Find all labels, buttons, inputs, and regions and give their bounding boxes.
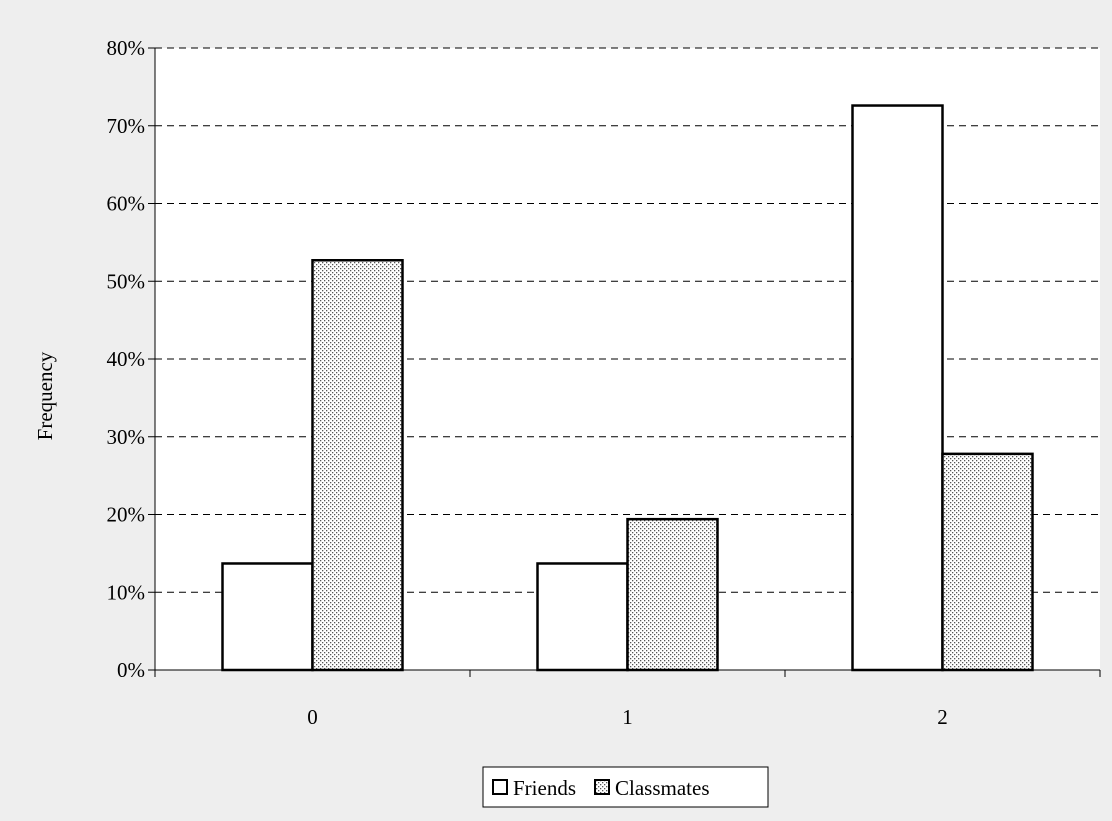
y-tick-label: 20% <box>107 503 146 527</box>
y-tick-label: 60% <box>107 192 146 216</box>
bar-classmates-0 <box>311 259 404 672</box>
axes <box>148 47 1101 677</box>
y-tick-label: 50% <box>107 269 146 293</box>
y-tick-label: 10% <box>107 580 146 604</box>
bar-classmates-1 <box>626 517 719 672</box>
y-tick-label: 30% <box>107 425 146 449</box>
legend: Friends Classmates <box>482 766 769 808</box>
legend-swatch-friends <box>492 779 508 795</box>
bar-friends-0 <box>221 562 314 672</box>
y-tick-label: 80% <box>107 36 146 60</box>
legend-box <box>482 766 769 808</box>
x-tick-label: 2 <box>937 705 948 729</box>
y-tick-label: 0% <box>117 658 145 682</box>
x-tick-label: 0 <box>307 705 318 729</box>
tick-labels: 0% 10% 20% 30% 40% 50% 60% 70% 80% 0 1 2 <box>107 36 948 729</box>
bar-friends-2 <box>851 104 944 672</box>
legend-label-classmates: Classmates <box>615 776 710 800</box>
bar-friends-1 <box>536 562 629 672</box>
y-tick-label: 40% <box>107 347 146 371</box>
legend-swatch-classmates <box>594 779 610 795</box>
bar-classmates-2 <box>941 452 1034 672</box>
legend-label-friends: Friends <box>513 776 576 800</box>
x-tick-label: 1 <box>622 705 633 729</box>
y-axis-label: Frequency <box>33 351 57 440</box>
y-tick-label: 70% <box>107 114 146 138</box>
